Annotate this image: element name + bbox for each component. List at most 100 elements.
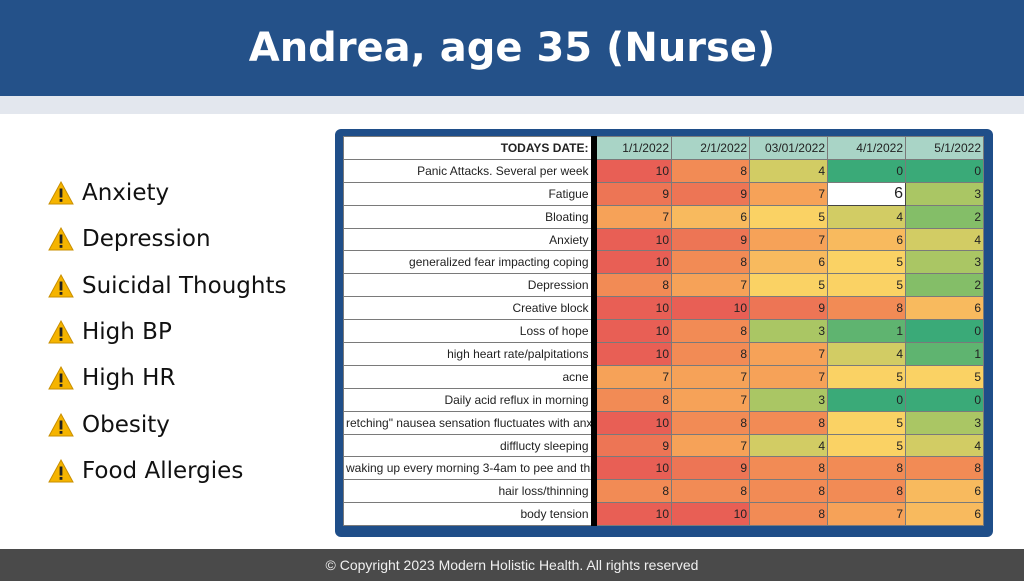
score-cell[interactable]: 8 xyxy=(671,410,750,435)
score-cell[interactable]: 6 xyxy=(905,479,984,504)
score-cell[interactable]: 9 xyxy=(749,296,828,321)
score-cell[interactable]: 3 xyxy=(905,410,984,435)
symptom-row: acne 7 7 7 5 5 xyxy=(343,364,984,389)
score-cell[interactable]: 10 xyxy=(593,456,672,481)
score-cell[interactable]: 4 xyxy=(827,342,906,366)
score-cell[interactable]: 1 xyxy=(905,342,984,366)
score-cell[interactable]: 7 xyxy=(671,433,750,458)
score-cell[interactable]: 4 xyxy=(905,433,984,458)
date-header-row: TODAYS DATE: 1/1/2022 2/1/2022 03/01/2022 4/… xyxy=(343,136,984,160)
score-cell[interactable]: 4 xyxy=(827,204,906,229)
symptom-label: Bloating xyxy=(343,204,597,229)
condition-item: High HR xyxy=(48,355,338,401)
symptom-row: Anxiety 10 9 7 6 4 xyxy=(343,227,984,252)
date-column-header: 03/01/2022 xyxy=(749,136,828,160)
score-cell[interactable]: 8 xyxy=(671,479,750,504)
score-cell[interactable]: 8 xyxy=(827,296,906,321)
condition-label: Food Allergies xyxy=(82,457,244,484)
score-cell[interactable]: 9 xyxy=(671,227,750,252)
symptom-label: difflucty sleeping xyxy=(343,433,597,458)
score-cell[interactable]: 7 xyxy=(671,387,750,412)
score-cell[interactable]: 6 xyxy=(905,296,984,321)
score-cell[interactable]: 2 xyxy=(905,204,984,229)
score-cell[interactable]: 2 xyxy=(905,273,984,298)
score-cell[interactable]: 10 xyxy=(593,410,672,435)
score-cell[interactable]: 8 xyxy=(593,273,672,298)
score-cell[interactable]: 7 xyxy=(671,364,750,389)
score-cell[interactable]: 1 xyxy=(827,319,906,344)
score-cell[interactable]: 7 xyxy=(827,502,906,527)
score-cell[interactable]: 7 xyxy=(749,364,828,389)
score-cell[interactable]: 8 xyxy=(593,479,672,504)
score-cell[interactable]: 7 xyxy=(749,227,828,252)
condition-item: Anxiety xyxy=(48,170,338,216)
score-cell[interactable]: 6 xyxy=(827,227,906,252)
score-cell[interactable]: 5 xyxy=(827,250,906,275)
symptom-row: Depression 8 7 5 5 2 xyxy=(343,273,984,298)
score-cell[interactable]: 4 xyxy=(905,227,984,252)
score-cell[interactable]: 7 xyxy=(671,273,750,298)
score-cell[interactable]: 7 xyxy=(593,204,672,229)
score-cell[interactable]: 9 xyxy=(671,456,750,481)
score-cell[interactable]: 8 xyxy=(749,479,828,504)
score-cell[interactable]: 10 xyxy=(671,296,750,321)
todays-date-label: TODAYS DATE: xyxy=(343,136,597,160)
score-cell[interactable]: 9 xyxy=(671,181,750,206)
warning-icon xyxy=(48,227,74,251)
score-cell[interactable]: 8 xyxy=(749,502,828,527)
score-cell[interactable]: 10 xyxy=(671,502,750,527)
score-cell[interactable]: 5 xyxy=(827,433,906,458)
score-cell[interactable]: 5 xyxy=(905,364,984,389)
score-cell[interactable]: 6 xyxy=(749,250,828,275)
score-cell[interactable]: 8 xyxy=(671,342,750,366)
score-cell[interactable]: 10 xyxy=(593,158,672,183)
score-cell[interactable]: 4 xyxy=(749,433,828,458)
score-cell[interactable]: 3 xyxy=(905,250,984,275)
score-cell[interactable]: 0 xyxy=(827,158,906,183)
condition-label: Anxiety xyxy=(82,180,170,207)
symptom-label: Loss of hope xyxy=(343,319,597,344)
score-cell[interactable]: 8 xyxy=(827,479,906,504)
symptom-label: acne xyxy=(343,364,597,389)
score-cell[interactable]: 8 xyxy=(905,456,984,481)
score-cell[interactable]: 7 xyxy=(749,342,828,366)
score-cell[interactable]: 4 xyxy=(749,158,828,183)
score-cell[interactable]: 5 xyxy=(827,273,906,298)
symptom-row: Fatigue 9 9 7 6 3 xyxy=(343,181,984,206)
condition-item: Food Allergies xyxy=(48,448,338,494)
score-cell[interactable]: 5 xyxy=(827,364,906,389)
score-cell[interactable]: 8 xyxy=(827,456,906,481)
score-cell[interactable]: 9 xyxy=(593,433,672,458)
score-cell[interactable]: 10 xyxy=(593,296,672,321)
score-cell[interactable]: 0 xyxy=(827,387,906,412)
score-cell[interactable]: 7 xyxy=(749,181,828,206)
score-cell[interactable]: 8 xyxy=(671,250,750,275)
score-cell[interactable]: 10 xyxy=(593,342,672,366)
score-cell[interactable]: 3 xyxy=(905,181,984,206)
score-cell[interactable]: 0 xyxy=(905,158,984,183)
score-cell[interactable]: 3 xyxy=(749,319,828,344)
score-cell[interactable]: 8 xyxy=(749,410,828,435)
score-cell[interactable]: 8 xyxy=(671,319,750,344)
symptom-label: retching" nausea sensation fluctuates wi… xyxy=(343,410,597,435)
score-cell[interactable]: 6 xyxy=(905,502,984,527)
score-cell-editing[interactable]: 6 xyxy=(827,181,906,206)
score-cell[interactable]: 8 xyxy=(593,387,672,412)
score-cell[interactable]: 6 xyxy=(671,204,750,229)
symptom-row: Daily acid reflux in morning 8 7 3 0 0 xyxy=(343,387,984,412)
symptom-row: difflucty sleeping 9 7 4 5 4 xyxy=(343,433,984,458)
score-cell[interactable]: 3 xyxy=(749,387,828,412)
score-cell[interactable]: 10 xyxy=(593,319,672,344)
score-cell[interactable]: 10 xyxy=(593,250,672,275)
score-cell[interactable]: 0 xyxy=(905,319,984,344)
score-cell[interactable]: 10 xyxy=(593,502,672,527)
score-cell[interactable]: 10 xyxy=(593,227,672,252)
score-cell[interactable]: 9 xyxy=(593,181,672,206)
score-cell[interactable]: 8 xyxy=(749,456,828,481)
score-cell[interactable]: 5 xyxy=(827,410,906,435)
score-cell[interactable]: 0 xyxy=(905,387,984,412)
score-cell[interactable]: 7 xyxy=(593,364,672,389)
score-cell[interactable]: 5 xyxy=(749,273,828,298)
score-cell[interactable]: 5 xyxy=(749,204,828,229)
score-cell[interactable]: 8 xyxy=(671,158,750,183)
